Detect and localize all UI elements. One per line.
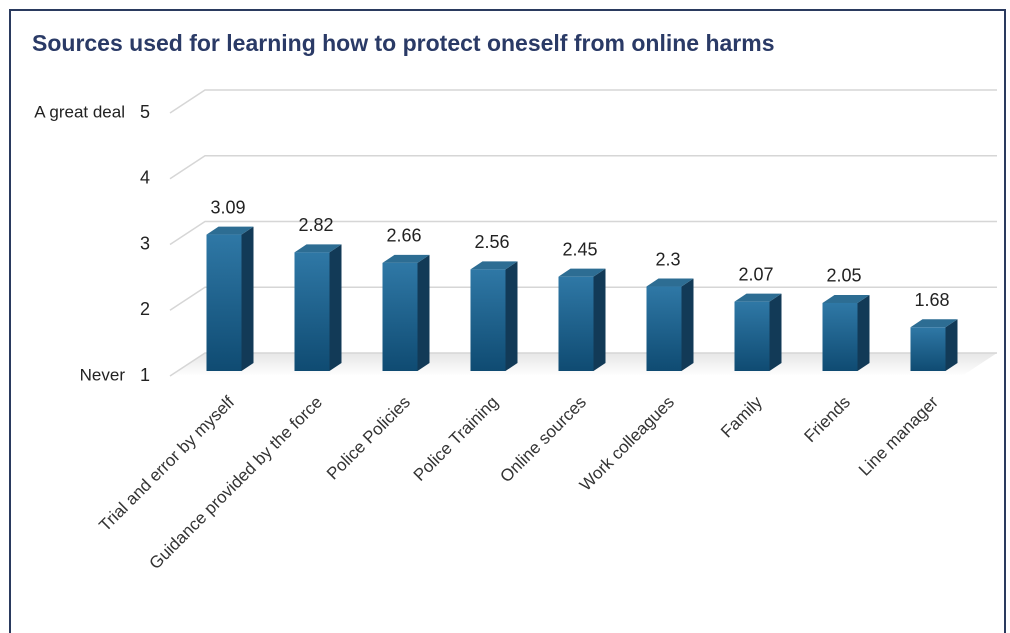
frame: [9, 9, 1006, 633]
value-label: 3.09: [210, 197, 245, 217]
bar-side: [417, 254, 430, 371]
value-label: 2.07: [738, 264, 773, 284]
chart-title: Sources used for learning how to protect…: [32, 30, 775, 56]
bar-top: [294, 244, 342, 253]
x-tick-label: Police Policies: [323, 393, 414, 484]
bar-side: [241, 226, 254, 371]
bar-side: [945, 319, 958, 371]
value-label: 2.66: [386, 226, 421, 246]
value-label: 2.3: [655, 249, 680, 269]
y-end-label-top: A great deal: [34, 102, 125, 121]
value-label: 2.56: [474, 232, 509, 252]
x-tick-label: Family: [717, 392, 766, 441]
grid-line: [169, 286, 997, 311]
grid-line: [169, 155, 997, 180]
y-tick-label: 3: [140, 233, 150, 253]
grid-line: [169, 220, 997, 246]
bar-top: [470, 261, 518, 270]
bar: [822, 302, 858, 371]
bar-top: [734, 293, 782, 302]
bar: [910, 327, 946, 371]
bar-top: [206, 226, 254, 235]
bar: [294, 252, 330, 371]
bar: [646, 286, 682, 371]
bar-side: [769, 293, 782, 371]
bar-side: [857, 294, 870, 371]
bar-side: [329, 244, 342, 371]
bar: [734, 301, 770, 371]
grid-line: [169, 352, 997, 377]
value-label: 1.68: [914, 290, 949, 310]
bar-side: [681, 278, 694, 371]
bar-top: [558, 268, 606, 277]
grid-line: [169, 89, 997, 114]
x-tick-label: Online sources: [496, 393, 590, 487]
bar-top: [646, 278, 694, 287]
x-tick-label: Police Training: [410, 393, 502, 485]
x-tick-label: Line manager: [855, 392, 942, 479]
value-label: 2.05: [826, 266, 861, 286]
y-tick-label: 4: [140, 168, 150, 188]
bar-top: [910, 319, 958, 328]
x-tick-label: Guidance provided by the force: [145, 393, 326, 574]
y-tick-label: 1: [140, 365, 150, 385]
y-tick-label: 5: [140, 102, 150, 122]
bar: [558, 276, 594, 371]
x-tick-label: Work colleagues: [576, 393, 678, 495]
value-label: 2.45: [562, 239, 597, 259]
bar-top: [822, 294, 870, 303]
bar: [382, 262, 418, 371]
bar: [470, 269, 506, 371]
bar-side: [505, 261, 518, 371]
y-tick-label: 2: [140, 299, 150, 319]
y-end-label-bottom: Never: [80, 365, 126, 384]
bar-side: [593, 268, 606, 371]
bar: [206, 234, 242, 371]
value-label: 2.82: [298, 215, 333, 235]
x-tick-label: Friends: [800, 393, 854, 447]
bar-top: [382, 254, 430, 263]
